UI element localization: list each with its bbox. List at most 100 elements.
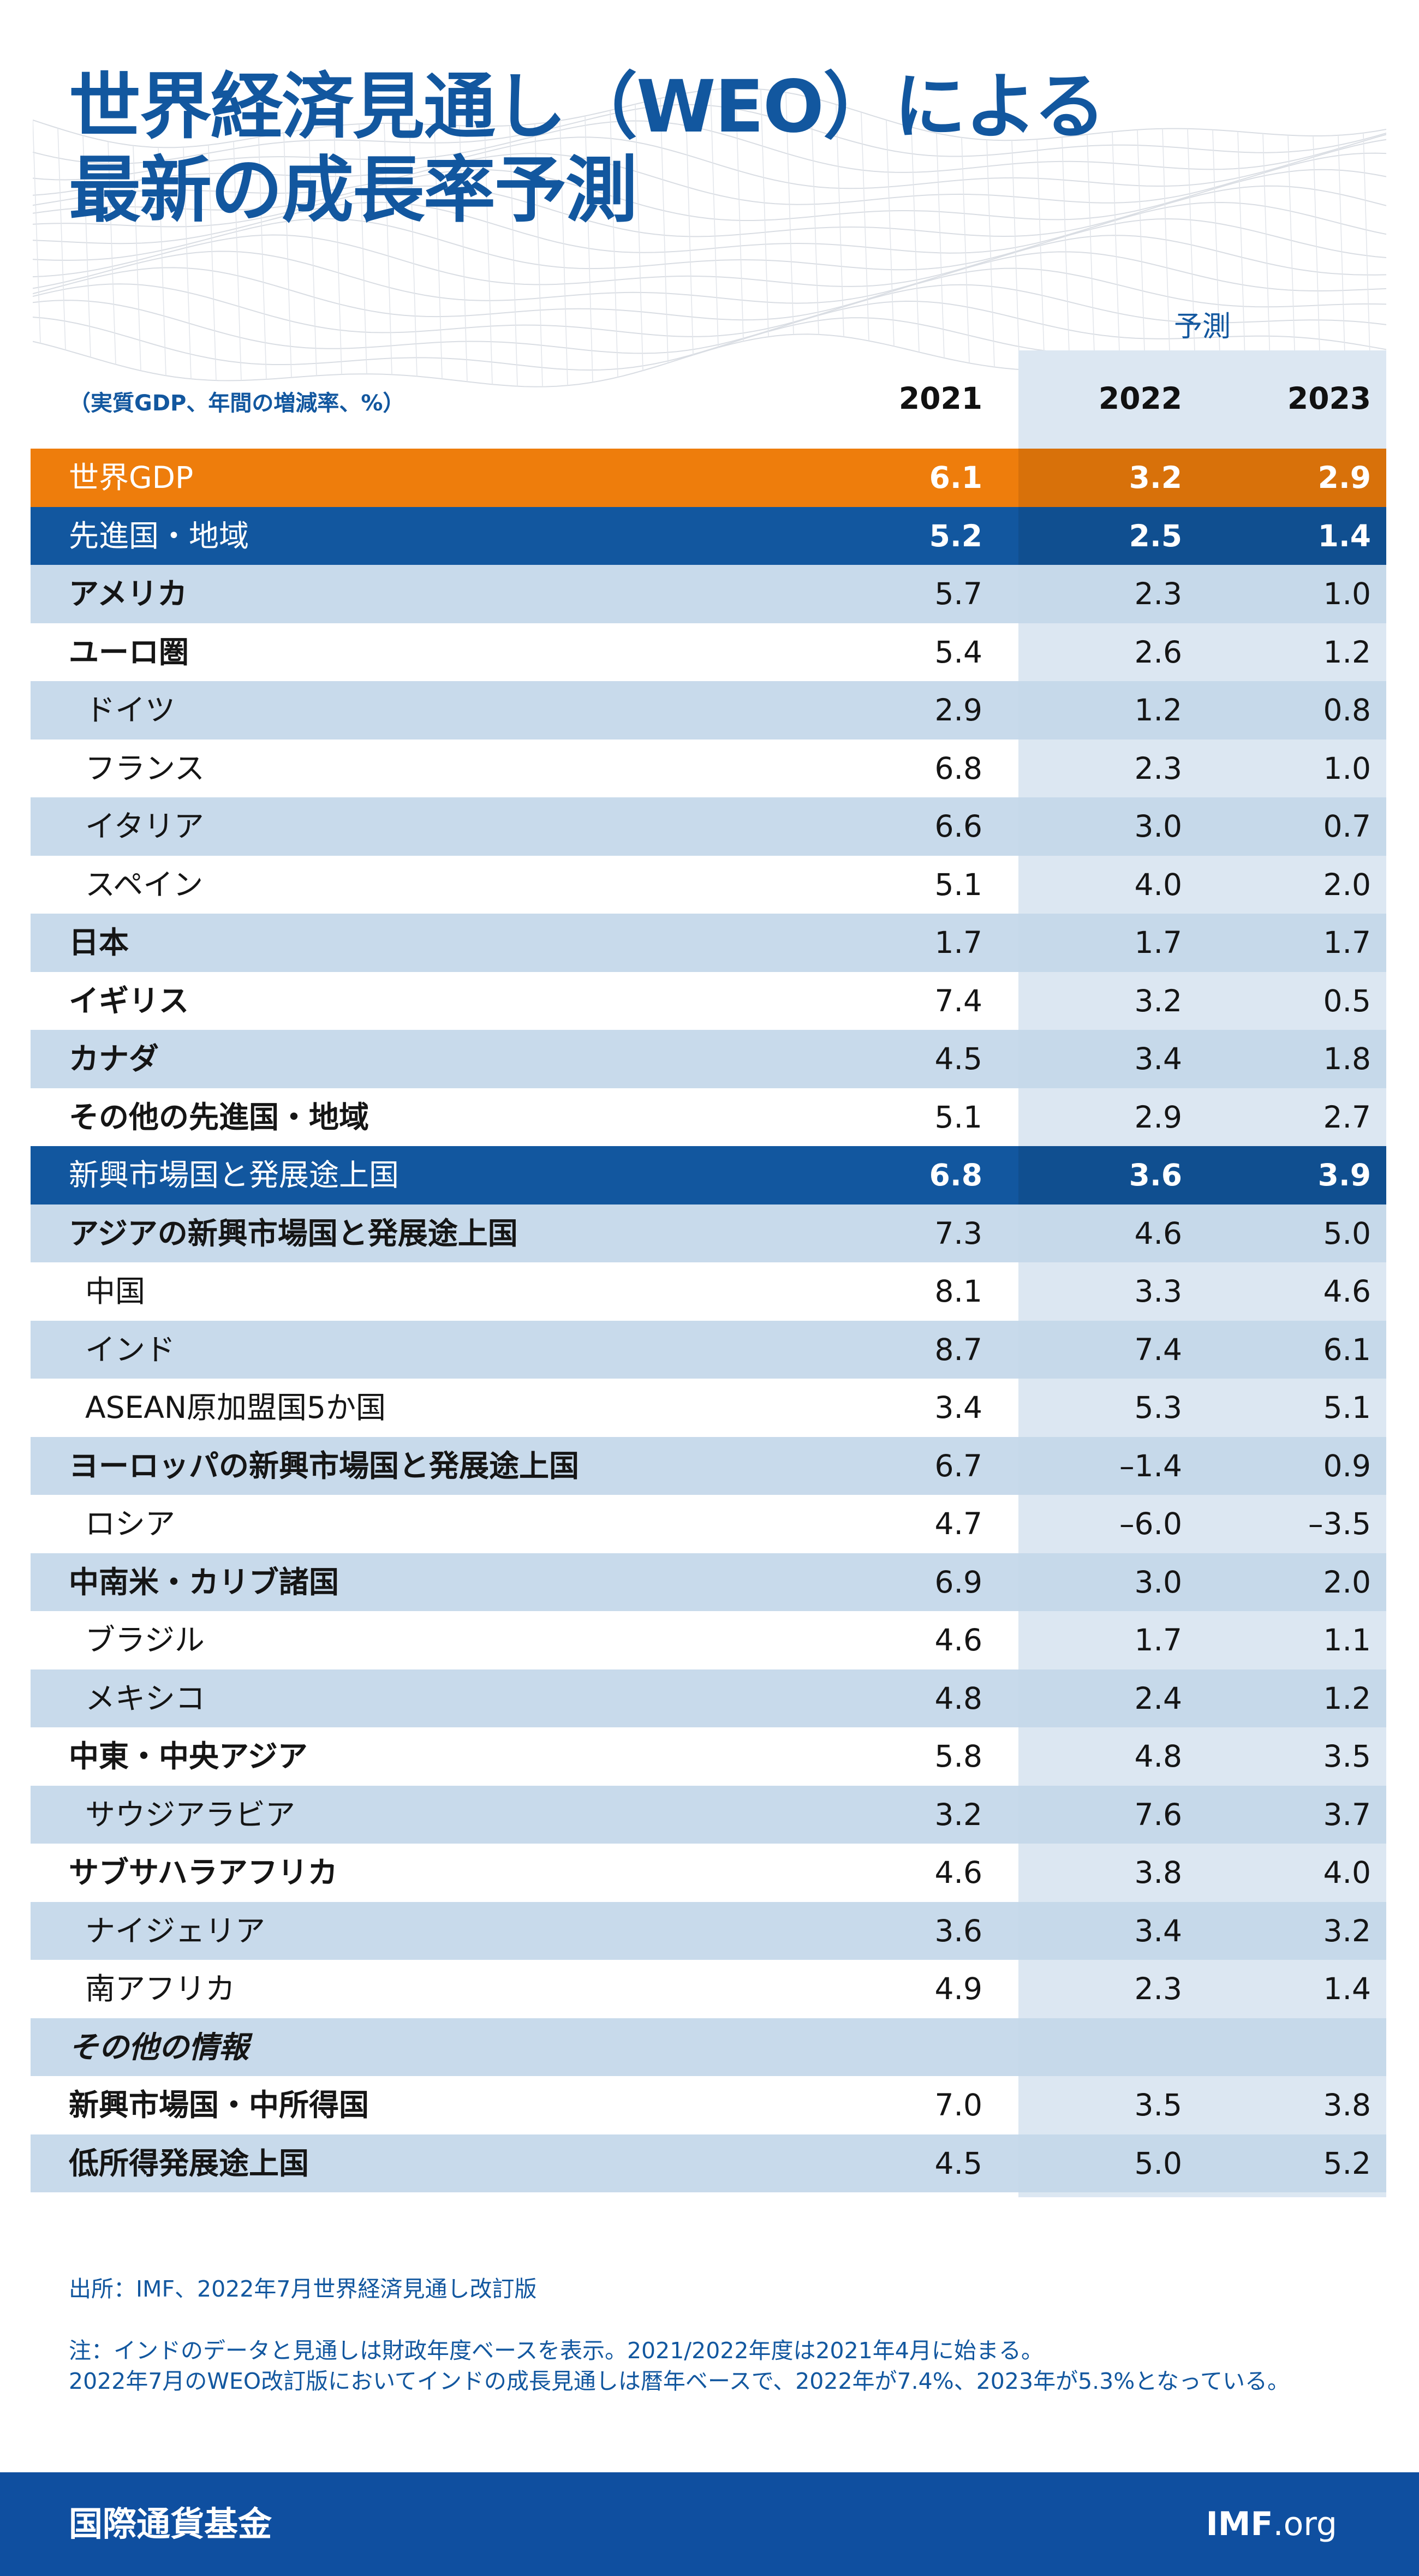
value-2021: 4.7 [934,1506,982,1541]
units-label: （実質GDP、年間の増減率、%） [69,391,405,416]
value-2023: 0.9 [1323,1448,1371,1483]
row-label: 新興市場国と発展途上国 [69,1158,400,1192]
wave-line [33,136,1386,196]
table-row: 先進国・地域 5.2 2.5 1.4 [31,506,1386,565]
value-2023: 2.0 [1323,1564,1371,1600]
page-title: 世界経済見通し（WEO）による 最新の成長率予測 [69,65,1106,233]
value-2022: 3.2 [1134,983,1182,1018]
wave-line [585,116,593,383]
value-2022: 2.3 [1134,576,1182,611]
wave-line [82,135,91,357]
table-row: 中南米・カリブ諸国 6.9 3.0 2.0 [31,1553,1386,1611]
value-2022: 5.3 [1134,1390,1182,1425]
row-label: ユーロ圏 [69,634,189,670]
wave-line [183,147,192,379]
value-2022: 5.0 [1134,2145,1182,2181]
table-row: スペイン 5.1 4.0 2.0 [31,856,1386,914]
table-row: アメリカ 5.7 2.3 1.0 [31,565,1386,623]
row-label: ブラジル [85,1623,205,1657]
growth-table: 世界GDP 6.1 3.2 2.9 先進国・地域 5.2 2.5 1.4 アメリカ 5.7 2.3 1… [31,449,1386,2192]
value-2022: 3.5 [1134,2088,1182,2122]
wave-line [710,90,719,348]
value-2022: 7.6 [1134,1797,1182,1832]
year-header-2023: 2023 [1287,381,1371,416]
value-2023: 3.2 [1323,1913,1371,1948]
value-2021: 4.8 [934,1680,982,1716]
row-label: メキシコ [85,1680,206,1716]
value-2021: 4.5 [934,2145,982,2181]
value-2023: 0.8 [1323,693,1371,728]
wave-line [1313,135,1321,387]
wave-line [810,97,819,335]
table-row: ヨーロッパの新興市場国と発展途上国 6.7 –1.4 0.9 [31,1436,1386,1495]
wave-line [258,137,267,380]
wave-line [886,120,895,347]
value-2023: 3.5 [1323,1739,1371,1774]
value-2021: 7.0 [934,2088,982,2122]
wave-line [133,145,141,371]
table-row: ASEAN原加盟国5か国 3.4 5.3 5.1 [31,1379,1386,1437]
value-2023: 1.8 [1323,1041,1371,1076]
notes: 出所：IMF、2022年7月世界経済見通し改訂版 注：インドのデータと見通しは財… [69,2270,1379,2397]
value-2022: 3.6 [1129,1158,1182,1192]
row-label: イタリア [85,809,204,844]
wave-line [1036,139,1045,371]
value-2022: 2.3 [1134,750,1182,786]
note-line-1: 注：インドのデータと見通しは財政年度ベースを表示。2021/2022年度は202… [69,2338,1044,2364]
value-2021: 5.1 [934,1099,982,1135]
title-line-1: 世界経済見通し（WEO）による [69,65,1106,149]
table-row: 中東・中央アジア 5.8 4.8 3.5 [31,1727,1386,1786]
value-2023: 1.2 [1323,1680,1371,1716]
wave-line [1187,128,1196,370]
table-row: 低所得発展途上国 4.5 5.0 5.2 [31,2134,1386,2192]
value-2021: 4.6 [934,1855,982,1890]
wave-line [1062,137,1070,371]
value-2022: 3.2 [1129,460,1182,495]
row-label: その他の先進国・地域 [69,1099,369,1135]
value-2023: 1.0 [1323,750,1371,786]
value-2021: 6.8 [929,1158,982,1192]
title-line-2: 最新の成長率予測 [69,148,637,233]
row-label: フランス [85,750,205,786]
wave-line [434,124,443,379]
value-2022: 2.9 [1134,1099,1182,1135]
table-row: ロシア 4.7 –6.0 –3.5 [31,1495,1386,1553]
value-2023: 0.7 [1323,809,1371,844]
value-2021: 7.3 [934,1215,982,1251]
value-2023: 1.2 [1323,634,1371,670]
value-2021: 5.7 [934,576,982,611]
value-2021: 8.1 [934,1274,982,1309]
wave-line [158,147,166,376]
row-label: サウジアラビア [85,1797,296,1832]
row-label: ヨーロッパの新興市場国と発展途上国 [69,1448,580,1483]
wave-line [911,127,920,353]
source-note: 出所：IMF、2022年7月世界経済見通し改訂版 [69,2276,537,2302]
table-row: 世界GDP 6.1 3.2 2.9 [31,449,1386,507]
value-2021: 8.7 [934,1332,982,1367]
value-2022: 4.0 [1134,867,1182,902]
wave-line [57,128,66,350]
value-2023: –3.5 [1308,1506,1371,1541]
value-2023: 2.0 [1323,867,1371,902]
value-2023: 1.7 [1323,925,1371,960]
value-2022: –1.4 [1119,1448,1182,1483]
value-2021: 5.2 [929,518,982,553]
row-label: 新興市場国・中所得国 [69,2088,369,2122]
site-link[interactable]: IMF.org [1206,2472,1337,2576]
value-2021: 3.2 [934,1797,982,1832]
table-row: その他の先進国・地域 5.1 2.9 2.7 [31,1088,1386,1147]
value-2021: 1.7 [934,925,982,960]
wave-line [1162,128,1171,368]
table-row: カナダ 4.5 3.4 1.8 [31,1030,1386,1088]
row-label: ドイツ [85,693,176,728]
row-label: 世界GDP [69,460,194,495]
value-2021: 4.5 [934,1041,982,1076]
row-label: 低所得発展途上国 [69,2145,309,2181]
wave-line [735,88,744,342]
value-2023: 1.4 [1317,518,1371,553]
value-2021: 2.9 [934,693,982,728]
value-2022: 3.3 [1134,1274,1182,1309]
row-label: ロシア [85,1506,176,1541]
wave-line [308,128,317,376]
value-2023: 5.2 [1323,2145,1371,2181]
